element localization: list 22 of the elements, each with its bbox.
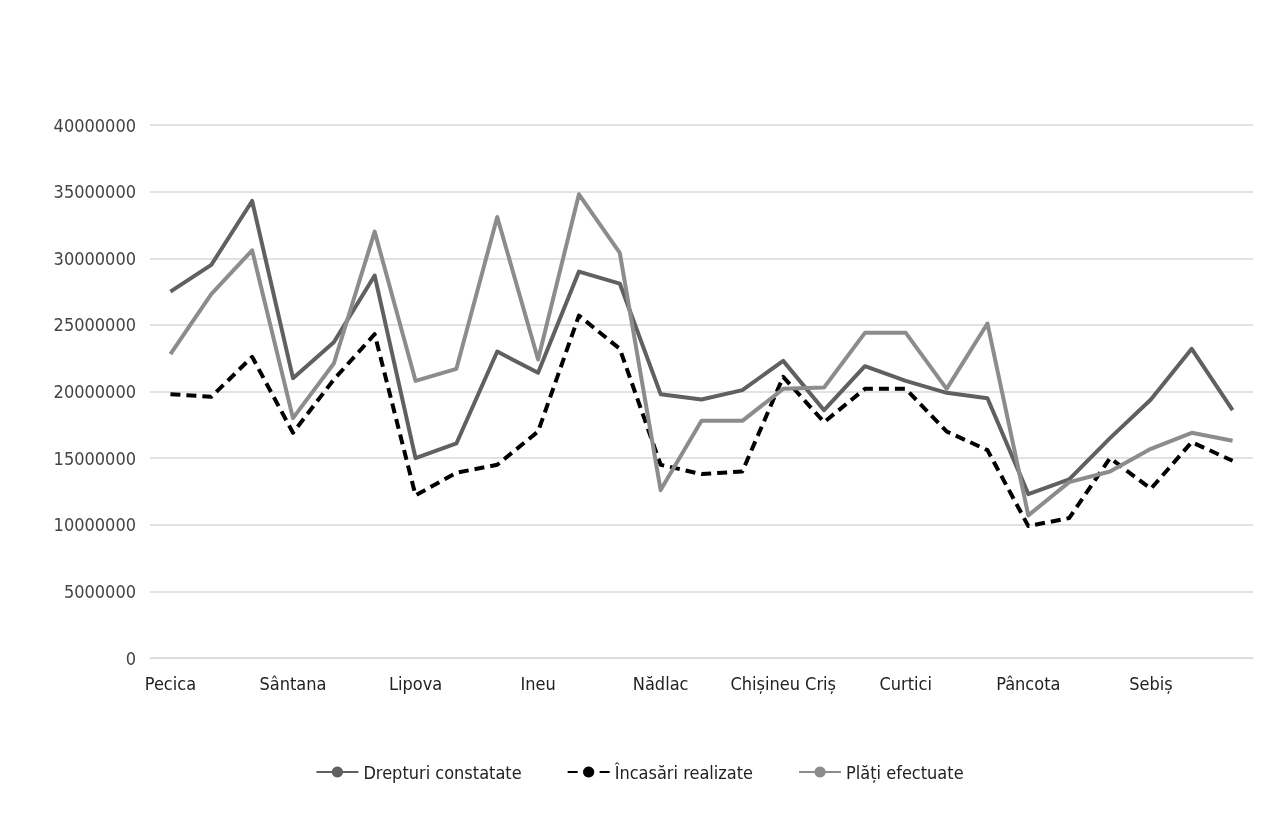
y-tick-label: 20000000: [53, 381, 136, 402]
y-tick-label: 5000000: [63, 580, 136, 602]
x-tick-label: Pâncota: [996, 672, 1061, 694]
x-tick-label: Nădlac: [632, 672, 689, 694]
y-tick-label: 30000000: [53, 247, 136, 269]
x-tick-label: Chișineu Criș: [730, 672, 836, 694]
legend-label: Plăți efectuate: [846, 761, 964, 783]
y-tick-label: 0: [125, 647, 136, 669]
y-tick-label: 35000000: [53, 181, 136, 203]
x-tick-label: Sântana: [259, 672, 327, 694]
x-tick-label: Sebiș: [1129, 672, 1173, 694]
x-tick-label: Ineu: [520, 672, 556, 694]
y-tick-label: 15000000: [53, 447, 136, 469]
line-series: [168, 313, 1235, 529]
y-tick-label: 40000000: [53, 114, 136, 136]
y-tick-label: 25000000: [53, 314, 136, 336]
legend-label: Încasări realizate: [613, 761, 754, 783]
x-tick-label: Lipova: [388, 672, 443, 694]
legend-label: Drepturi constatate: [363, 761, 522, 783]
x-tick-label: Pecica: [144, 672, 197, 694]
y-tick-label: 10000000: [53, 514, 136, 536]
x-tick-label: Curtici: [879, 672, 932, 694]
